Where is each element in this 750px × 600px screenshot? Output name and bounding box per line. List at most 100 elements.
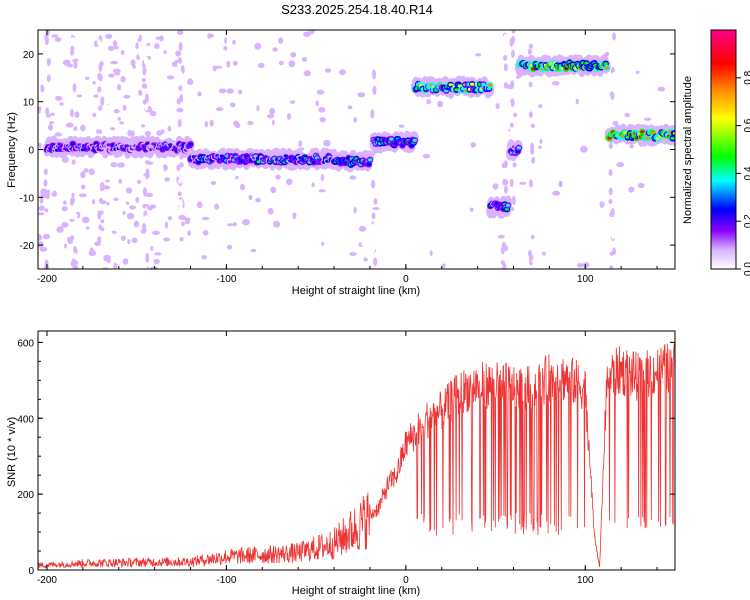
noise-speckle <box>298 140 303 147</box>
noise-speckle <box>39 197 44 204</box>
ridge-core <box>505 203 511 207</box>
noise-speckle <box>144 56 148 66</box>
x-tick-label: -100 <box>216 575 236 586</box>
noise-speckle <box>52 181 57 186</box>
noise-speckle <box>495 103 500 109</box>
noise-speckle <box>349 175 357 180</box>
noise-speckle <box>114 72 121 76</box>
noise-speckle <box>372 69 376 80</box>
noise-speckle <box>469 207 474 212</box>
noise-speckle <box>45 117 50 126</box>
noise-speckle <box>372 85 377 96</box>
noise-speckle <box>66 31 72 35</box>
noise-speckle <box>51 192 57 197</box>
noise-speckle <box>270 186 277 194</box>
noise-speckle <box>511 195 516 206</box>
noise-speckle <box>72 83 77 93</box>
noise-speckle <box>511 119 516 124</box>
ridge-core <box>106 143 111 147</box>
noise-speckle <box>178 214 186 221</box>
noise-speckle <box>186 37 190 41</box>
noise-speckle <box>267 207 274 215</box>
noise-speckle <box>575 98 579 105</box>
noise-speckle <box>315 100 319 107</box>
noise-speckle <box>611 241 616 247</box>
noise-speckle <box>178 178 182 184</box>
colorbar-tick-label: 0.4 <box>743 166 750 180</box>
noise-speckle <box>318 107 326 113</box>
noise-speckle <box>96 129 103 135</box>
noise-speckle <box>242 219 250 226</box>
noise-speckle <box>120 235 126 241</box>
noise-speckle <box>71 192 75 199</box>
noise-speckle <box>103 254 111 262</box>
noise-speckle <box>429 250 433 256</box>
ridge-core <box>470 82 475 86</box>
noise-speckle <box>512 162 517 168</box>
noise-speckle <box>167 216 173 221</box>
noise-speckle <box>97 247 102 254</box>
noise-speckle <box>162 164 168 172</box>
noise-speckle <box>54 109 59 117</box>
noise-speckle <box>152 230 161 235</box>
ridge-core <box>672 131 675 135</box>
noise-speckle <box>150 266 158 269</box>
noise-speckle <box>64 243 67 249</box>
noise-speckle <box>65 247 71 255</box>
noise-speckle <box>511 30 516 34</box>
noise-speckle <box>371 193 376 200</box>
noise-speckle <box>59 102 64 106</box>
y-tick-label: 20 <box>23 50 35 61</box>
noise-speckle <box>347 200 354 205</box>
noise-speckle <box>142 223 146 230</box>
noise-speckle <box>119 121 124 125</box>
noise-speckle <box>138 51 147 59</box>
noise-speckle <box>233 120 239 127</box>
noise-speckle <box>201 216 210 221</box>
noise-speckle <box>497 234 505 239</box>
noise-speckle <box>66 122 74 128</box>
noise-speckle <box>84 76 90 81</box>
noise-speckle <box>105 33 113 39</box>
noise-speckle <box>369 56 374 63</box>
noise-speckle <box>178 41 183 52</box>
noise-speckle <box>530 123 535 128</box>
noise-speckle <box>76 234 80 241</box>
noise-speckle <box>248 194 253 200</box>
noise-speckle <box>282 205 290 210</box>
noise-speckle <box>80 171 86 179</box>
noise-speckle <box>73 61 78 69</box>
noise-speckle <box>127 239 131 245</box>
noise-speckle <box>197 201 203 209</box>
noise-speckle <box>290 52 297 58</box>
noise-speckle <box>254 42 262 50</box>
noise-speckle <box>504 185 508 194</box>
noise-speckle <box>174 113 178 120</box>
noise-speckle <box>461 206 466 214</box>
noise-speckle <box>38 143 42 149</box>
colorbar-tick-label: 0.2 <box>743 214 750 228</box>
noise-speckle <box>608 198 613 204</box>
noise-speckle <box>126 46 130 54</box>
noise-speckle <box>339 69 346 76</box>
noise-speckle <box>624 112 630 118</box>
noise-speckle <box>118 178 122 184</box>
noise-speckle <box>69 218 75 222</box>
colorbar-tick-label: 0.0 <box>743 262 750 276</box>
colorbar: 0.0 0.2 0.4 0.6 0.8 Normalized spectral ampl… <box>682 29 750 276</box>
noise-speckle <box>538 104 543 109</box>
noise-speckle <box>201 263 207 267</box>
noise-speckle <box>333 181 339 187</box>
noise-speckle <box>171 61 177 68</box>
noise-speckle <box>113 197 119 202</box>
noise-speckle <box>73 248 78 254</box>
noise-speckle <box>608 169 613 176</box>
noise-speckle <box>100 219 105 224</box>
noise-speckle <box>232 39 236 45</box>
noise-speckle <box>373 153 377 161</box>
noise-speckle <box>127 129 131 137</box>
noise-speckle <box>528 215 533 221</box>
noise-speckle <box>218 88 227 94</box>
noise-speckle <box>510 80 515 89</box>
noise-speckle <box>288 135 294 141</box>
